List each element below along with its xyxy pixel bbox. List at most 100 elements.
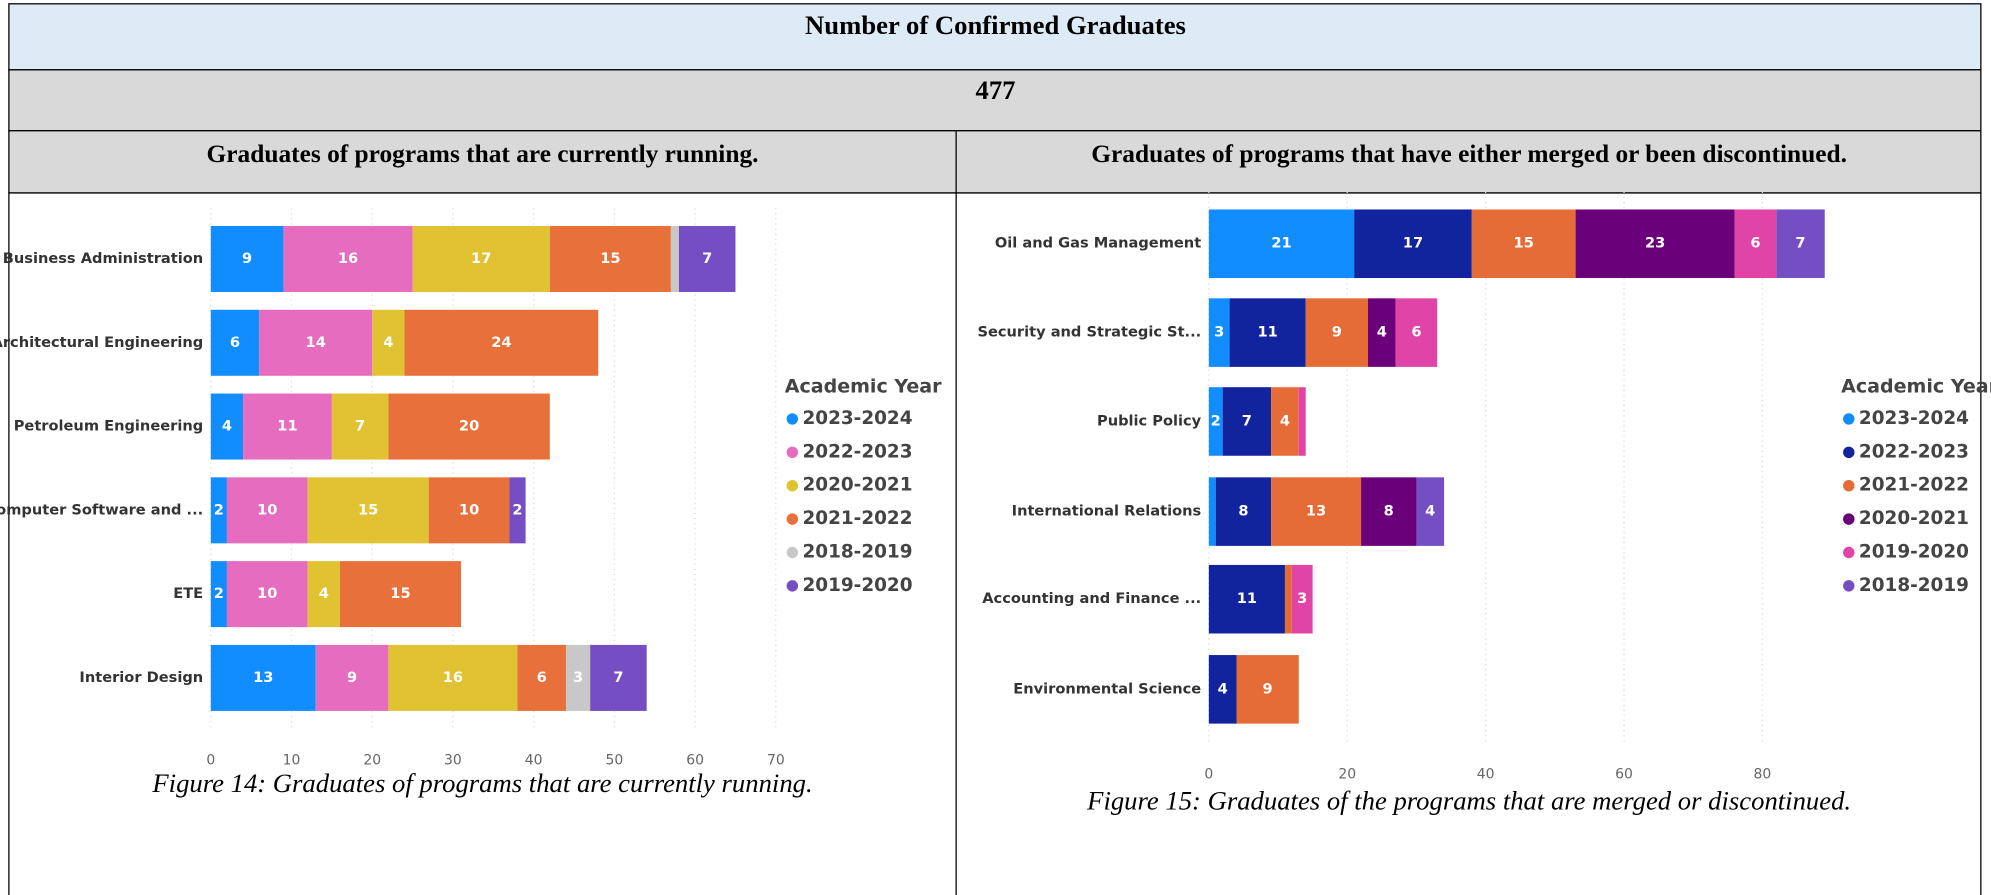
bar-segment — [1354, 209, 1472, 279]
bar-segment — [428, 477, 510, 544]
legend-swatch — [1843, 546, 1855, 559]
bar-segment — [210, 644, 316, 711]
bar-segment — [1305, 298, 1368, 367]
bar-segment — [1271, 387, 1299, 456]
legend-swatch — [1843, 513, 1855, 525]
data-label: 8 — [1238, 503, 1248, 520]
data-label: 4 — [1280, 412, 1290, 429]
data-label: 11 — [277, 418, 297, 435]
bar-segment — [1575, 209, 1735, 279]
category-label: Environmental Science — [1013, 680, 1201, 697]
data-label: 11 — [1257, 324, 1277, 341]
category-label: ETE — [173, 585, 203, 602]
figure-caption: Figure 15: Graduates of the programs tha… — [1086, 786, 1851, 816]
legend-swatch — [786, 580, 799, 592]
bar-segment — [1271, 477, 1362, 546]
bar-segment — [307, 477, 429, 544]
category-label: Security and Strategic St... — [977, 324, 1201, 341]
x-tick-label: 30 — [444, 752, 462, 768]
bar-segment — [1229, 298, 1306, 367]
bar-segment — [339, 561, 462, 628]
data-label: 7 — [1242, 412, 1252, 429]
data-label: 3 — [573, 669, 583, 686]
bar-segment — [283, 225, 413, 292]
x-tick-label: 60 — [686, 752, 704, 768]
legend-swatch — [1843, 446, 1855, 459]
bar-segment — [1208, 387, 1223, 456]
category-label: Computer Software and ... — [0, 501, 203, 518]
bar-segment — [412, 225, 550, 292]
data-label: 10 — [459, 501, 479, 518]
data-label: 4 — [222, 418, 232, 435]
bar-segment — [210, 225, 284, 292]
total-row — [8, 69, 1982, 132]
legend-swatch — [1843, 580, 1855, 592]
bar-segment — [1236, 655, 1299, 724]
data-label: 4 — [1377, 324, 1387, 341]
x-tick-label: 60 — [1615, 766, 1633, 782]
bar-segment — [1776, 209, 1825, 279]
legend-label: 2020-2021 — [1859, 508, 1969, 529]
data-label: 6 — [230, 334, 240, 351]
bar-segment — [210, 477, 227, 544]
legend-label: 2023-2024 — [1859, 408, 1969, 429]
x-tick-label: 80 — [1754, 766, 1772, 782]
data-label: 13 — [253, 669, 273, 686]
data-label: 21 — [1271, 235, 1291, 252]
bar-segment — [509, 477, 526, 544]
data-label: 15 — [1514, 235, 1534, 252]
data-label: 7 — [702, 250, 712, 267]
data-label: 2 — [214, 501, 224, 518]
data-label: 15 — [390, 585, 410, 602]
data-label: 20 — [459, 418, 479, 435]
legend-swatch — [786, 513, 799, 525]
data-label: 4 — [383, 334, 393, 351]
data-label: 3 — [1297, 590, 1307, 607]
bar-segment — [565, 644, 591, 711]
bar-segment — [331, 393, 389, 460]
legend-swatch — [786, 446, 799, 459]
bar-segment — [549, 225, 671, 292]
data-label: 6 — [1411, 324, 1421, 341]
bar-segment — [517, 644, 566, 711]
data-label: 3 — [1214, 324, 1224, 341]
data-label: 7 — [355, 418, 365, 435]
legend-title: Academic Year — [1841, 376, 1991, 398]
bar-segment — [1284, 564, 1292, 634]
data-label: 2 — [1211, 412, 1221, 429]
data-label: 9 — [242, 250, 252, 267]
bar-segment — [1215, 477, 1272, 546]
legend-swatch — [786, 546, 799, 559]
data-label: 17 — [1403, 235, 1423, 252]
bar-segment — [243, 393, 332, 460]
bar-segment — [404, 309, 599, 376]
data-label: 6 — [1750, 235, 1760, 252]
legend-label: 2018-2019 — [802, 541, 912, 562]
bar-segment — [1416, 477, 1445, 546]
bar-segment — [388, 644, 518, 711]
data-label: 10 — [257, 501, 277, 518]
legend-label: 2021-2022 — [802, 508, 912, 529]
bar-segment — [1291, 564, 1313, 634]
x-tick-label: 40 — [1477, 766, 1495, 782]
bar-segment — [372, 309, 405, 376]
x-tick-label: 0 — [206, 752, 215, 768]
data-label: 9 — [347, 669, 357, 686]
document-title: Number of Confirmed Graduates — [805, 10, 1186, 40]
bar-segment — [1208, 298, 1230, 367]
data-label: 4 — [1425, 503, 1435, 520]
legend-swatch — [786, 413, 799, 425]
x-tick-label: 10 — [283, 752, 301, 768]
x-tick-label: 20 — [1338, 766, 1356, 782]
bar-segment — [1298, 387, 1306, 456]
heading-cell — [8, 130, 957, 194]
bar-segment — [590, 644, 647, 711]
data-label: 13 — [1306, 503, 1326, 520]
panel-heading: Graduates of programs that have either m… — [1091, 140, 1847, 168]
x-tick-label: 0 — [1204, 766, 1213, 782]
data-label: 10 — [257, 585, 277, 602]
bar-segment — [1471, 209, 1576, 279]
content-cell — [955, 192, 1982, 895]
data-label: 9 — [1263, 680, 1273, 697]
total: 477 — [976, 75, 1016, 105]
